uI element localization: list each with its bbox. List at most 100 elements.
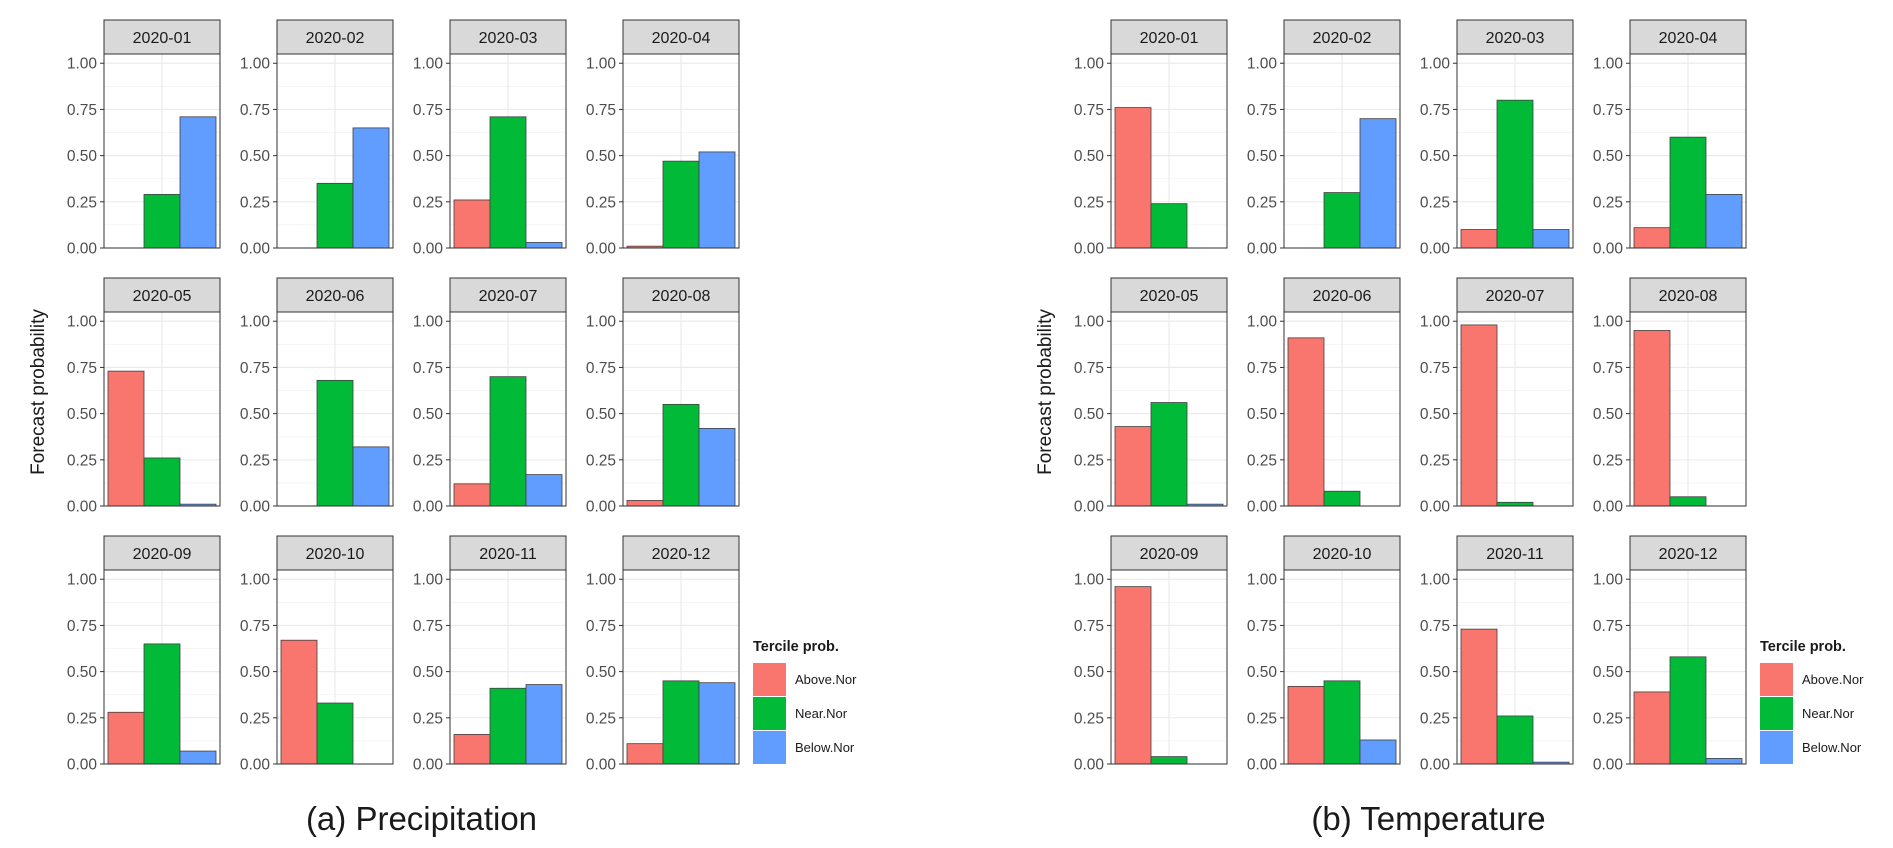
y-tick-label: 0.25 (413, 194, 443, 211)
bar-near-nor (143, 194, 181, 249)
bar-near-nor (316, 182, 354, 249)
y-tick-label: 0.75 (1420, 618, 1450, 635)
panel-border (1110, 53, 1228, 249)
y-tick-label: 0.25 (1593, 452, 1623, 469)
panel-border (1283, 53, 1401, 249)
legend-title: Tercile prob. (1760, 639, 1846, 655)
bar-near-nor (1150, 402, 1188, 507)
facet-label: 2020-08 (652, 288, 711, 305)
facet-label: 2020-12 (652, 546, 711, 563)
y-tick-label: 1.00 (1593, 56, 1624, 73)
facet-panel: 2020-08 0.00 0.25 0.50 0.75 1.00 (586, 277, 740, 516)
y-tick-label: 0.00 (413, 499, 444, 516)
facet-label: 2020-06 (306, 288, 365, 305)
facet-label: 2020-10 (1313, 546, 1372, 563)
y-tick-label: 1.00 (1074, 56, 1105, 73)
y-tick-label: 1.00 (1420, 572, 1451, 589)
y-tick-label: 0.25 (1420, 194, 1450, 211)
bar-above-nor (1460, 628, 1498, 765)
y-tick-label: 0.50 (1074, 664, 1105, 681)
y-tick-label: 0.00 (240, 499, 271, 516)
y-tick-label: 0.25 (1420, 452, 1450, 469)
y-tick-label: 0.00 (1593, 499, 1624, 516)
bar-above-nor (1287, 337, 1325, 507)
facet-label: 2020-12 (1659, 546, 1718, 563)
bar-near-nor (1150, 756, 1188, 765)
y-tick-label: 0.25 (67, 710, 97, 727)
y-tick-label: 0.25 (1074, 194, 1104, 211)
chart-precipitation: 2020-01 0.00 0.25 0.50 0.75 1.00 2020-02 0.00 0.… (28, 19, 857, 837)
y-tick-label: 0.00 (1074, 499, 1105, 516)
bar-near-nor (489, 116, 527, 249)
bar-below-nor (698, 682, 736, 765)
facet-panel: 2020-02 0.00 0.25 0.50 0.75 1.00 (1247, 19, 1401, 258)
bar-above-nor (1460, 324, 1498, 507)
bar-below-nor (1532, 229, 1570, 249)
y-tick-label: 0.75 (413, 618, 443, 635)
y-tick-label: 0.50 (413, 664, 444, 681)
facet-strip (1456, 277, 1574, 313)
bar-below-nor (1705, 194, 1743, 249)
y-tick-label: 0.25 (586, 194, 616, 211)
y-tick-label: 1.00 (1593, 314, 1624, 331)
y-tick-label: 0.50 (586, 406, 617, 423)
bar-above-nor (1114, 426, 1152, 507)
legend: Tercile prob. Above.Nor Near.Nor Below.Nor (1760, 639, 1864, 764)
y-tick-label: 0.25 (1420, 710, 1450, 727)
y-tick-label: 1.00 (1074, 314, 1105, 331)
y-tick-label: 0.00 (586, 241, 617, 258)
bar-near-nor (1496, 501, 1534, 507)
facet-strip (1629, 535, 1747, 571)
bar-near-nor (662, 403, 700, 507)
bar-above-nor (453, 199, 491, 249)
legend-entry-label: Near.Nor (1802, 706, 1855, 721)
y-tick-label: 0.00 (586, 757, 617, 774)
facet-strip (1629, 277, 1747, 313)
facet-strip (1283, 277, 1401, 313)
panel-border (622, 311, 740, 507)
y-tick-label: 1.00 (413, 314, 444, 331)
facet-label: 2020-10 (306, 546, 365, 563)
y-tick-label: 0.75 (1074, 102, 1104, 119)
legend-key-above-nor (753, 663, 786, 696)
legend-entry-label: Below.Nor (1802, 740, 1862, 755)
bar-near-nor (1669, 496, 1707, 507)
y-tick-label: 0.25 (586, 452, 616, 469)
facet-label: 2020-06 (1313, 288, 1372, 305)
legend-entry-label: Above.Nor (795, 672, 857, 687)
panel-border (1283, 311, 1401, 507)
facet-strip (449, 19, 567, 55)
bar-near-nor (316, 702, 354, 765)
facet-panel: 2020-05 0.00 0.25 0.50 0.75 1.00 (67, 277, 221, 516)
bar-above-nor (1633, 227, 1671, 249)
bar-above-nor (1633, 691, 1671, 765)
bar-near-nor (1496, 99, 1534, 249)
y-tick-label: 1.00 (1420, 56, 1451, 73)
bar-below-nor (1705, 758, 1743, 765)
y-tick-label: 0.00 (1247, 499, 1278, 516)
facet-panel: 2020-08 0.00 0.25 0.50 0.75 1.00 (1593, 277, 1747, 516)
facet-strip (276, 277, 394, 313)
bar-near-nor (1150, 203, 1188, 249)
legend-entry-label: Below.Nor (795, 740, 855, 755)
bar-above-nor (626, 500, 664, 507)
facet-panel: 2020-10 0.00 0.25 0.50 0.75 1.00 (240, 535, 394, 774)
bar-above-nor (453, 734, 491, 765)
bar-near-nor (489, 376, 527, 507)
y-tick-label: 0.25 (413, 452, 443, 469)
bar-above-nor (107, 711, 145, 765)
y-tick-label: 0.25 (67, 452, 97, 469)
bar-above-nor (453, 483, 491, 507)
legend-key-below-nor (753, 731, 786, 764)
y-tick-label: 0.75 (586, 360, 616, 377)
y-tick-label: 0.75 (413, 102, 443, 119)
bar-near-nor (1323, 680, 1361, 765)
facet-panel: 2020-05 0.00 0.25 0.50 0.75 1.00 (1074, 277, 1228, 516)
facet-panel: 2020-04 0.00 0.25 0.50 0.75 1.00 (1593, 19, 1747, 258)
y-tick-label: 0.00 (413, 241, 444, 258)
bar-below-nor (352, 446, 390, 507)
y-tick-label: 0.75 (1593, 618, 1623, 635)
panel-border (1283, 569, 1401, 765)
chart-title: (b) Temperature (1311, 800, 1545, 837)
